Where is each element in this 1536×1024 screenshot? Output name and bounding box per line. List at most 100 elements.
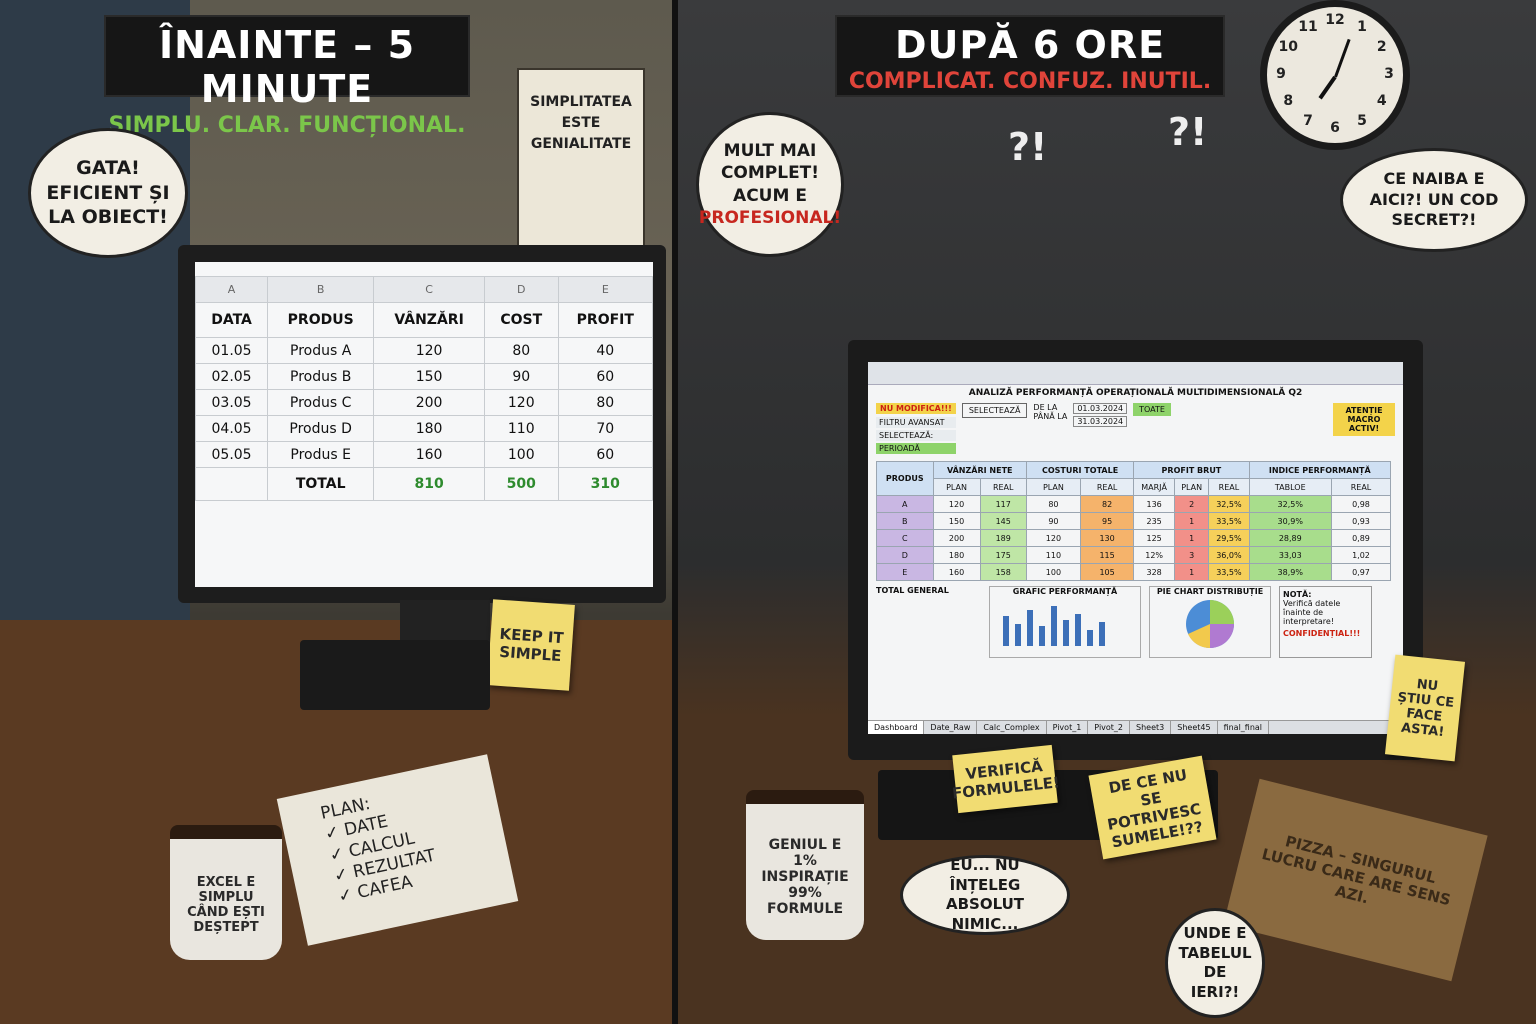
subheader-cell: PLAN — [1025, 478, 1081, 496]
subheader-cell: REAL — [1208, 478, 1250, 496]
cell: 200 — [373, 389, 485, 416]
column-letter: C — [373, 276, 485, 303]
sticky-note: VERIFICĂ FORMULELE! — [951, 744, 1061, 814]
subtitle: SIMPLU. CLAR. FUNCȚIONAL. — [108, 113, 466, 138]
header-cell: PRODUS — [267, 302, 375, 338]
chart-art — [1186, 600, 1234, 649]
subheader-row: PLAN REAL PLAN REAL MARJĂ PLAN REAL TABLOE REAL — [876, 478, 1392, 496]
total-cell: TOTAL — [267, 467, 375, 501]
exclamation: ?! — [1168, 110, 1208, 154]
cell: 1 — [1173, 512, 1210, 530]
sticky-note: KEEP IT SIMPLE — [487, 599, 575, 691]
note: NOTĂ: Verifică datele înainte de interpr… — [1279, 586, 1372, 658]
cell: 175 — [979, 546, 1027, 564]
cell: 82 — [1079, 495, 1135, 513]
cell: 12% — [1133, 546, 1175, 564]
total-cell: 500 — [483, 467, 559, 501]
clock-numeral: 4 — [1376, 93, 1387, 109]
cell: 70 — [557, 415, 653, 442]
cell: 60 — [557, 363, 653, 390]
header-cell: DATA — [195, 302, 269, 338]
sheet-tab: Dashboard — [868, 721, 925, 734]
sticky-note: DE CE NU SE POTRIVESC SUMELE!?? — [1088, 755, 1217, 860]
cell: 160 — [932, 563, 981, 581]
subheader-cell: MARJĂ — [1133, 478, 1175, 496]
left-panel: ÎNAINTE – 5 MINUTE SIMPLU. CLAR. FUNCȚIO… — [0, 0, 672, 1024]
cell: Produs A — [267, 337, 375, 364]
sticky-note: NU ȘTIU CE FACE ASTA! — [1384, 654, 1466, 762]
cell: 100 — [483, 441, 559, 468]
total-cell: 810 — [373, 467, 485, 501]
column-letter: E — [557, 276, 653, 303]
mug: EXCEL E SIMPLU CÂND EȘTI DEȘTEPT — [170, 825, 282, 960]
cell: 0,93 — [1330, 512, 1392, 530]
cell: 180 — [373, 415, 485, 442]
total-label: TOTAL GENERAL — [876, 586, 949, 595]
header-cell: VÂNZĂRI — [373, 302, 485, 338]
cell: 90 — [483, 363, 559, 390]
speech-bubble: EU... NU ÎNȚELEG ABSOLUT NIMIC... — [900, 855, 1070, 935]
cell: E — [876, 563, 934, 581]
cell: 235 — [1133, 512, 1175, 530]
cell: 32,5% — [1208, 495, 1250, 513]
cell: 30,9% — [1248, 512, 1332, 530]
sheet-tab: final_final — [1217, 721, 1270, 734]
cell: Produs C — [267, 389, 375, 416]
cell: 32,5% — [1248, 495, 1332, 513]
sheet-table: PRODUS VÂNZĂRI NETE COSTURI TOTALE PROFIT B… — [876, 461, 1392, 581]
column-letter: B — [267, 276, 375, 303]
subheader-cell: REAL — [1330, 478, 1392, 496]
filters: NU MODIFICA!!! FILTRU AVANSAT SELECTEAZĂ:… — [876, 403, 956, 456]
keyboard — [300, 640, 490, 710]
spreadsheet: ANALIZĂ PERFORMANȚĂ OPERAȚIONALĂ MULTIDI… — [868, 362, 1403, 734]
sheet-table: A B C D E DATA PRODUS VÂNZĂRI COST PROFIT 01.05 Pro… — [195, 276, 653, 501]
cell: 105 — [1079, 563, 1135, 581]
cell: 80 — [483, 337, 559, 364]
cell: 04.05 — [195, 415, 269, 442]
sheet-tab: Sheet45 — [1171, 721, 1218, 734]
cell: 120 — [483, 389, 559, 416]
cell: 145 — [979, 512, 1027, 530]
toolbar — [868, 362, 1403, 385]
cell: 1,02 — [1330, 546, 1392, 564]
cell: 115 — [1079, 546, 1135, 564]
poster: SIMPLITATEA ESTE GENIALITATE — [517, 68, 645, 260]
cell: 100 — [1025, 563, 1081, 581]
data-row: 04.05 Produs D 180 110 70 — [195, 415, 653, 442]
note-text: Verifică datele înainte de interpretare! — [1283, 599, 1341, 626]
cell: 95 — [1079, 512, 1135, 530]
warning: NU MODIFICA!!! — [876, 403, 956, 414]
cell: 05.05 — [195, 441, 269, 468]
cell: 28,89 — [1248, 529, 1332, 547]
right-panel: DUPĂ 6 ORE COMPLICAT. CONFUZ. INUTIL. 12… — [678, 0, 1536, 1024]
cell: 158 — [979, 563, 1027, 581]
exclamation: ?! — [1008, 125, 1048, 169]
cell: 120 — [373, 337, 485, 364]
cell: 80 — [557, 389, 653, 416]
cell: D — [876, 546, 934, 564]
cell: 33,5% — [1208, 512, 1250, 530]
cell — [195, 467, 269, 501]
cell: B — [876, 512, 934, 530]
data-row: 01.05 Produs A 120 80 40 — [195, 337, 653, 364]
subheader-cell: REAL — [979, 478, 1027, 496]
bottom-row: TOTAL GENERAL GRAFIC PERFORMANȚĂ PIE CHA… — [868, 584, 1403, 660]
cell: 110 — [1025, 546, 1081, 564]
cell: 120 — [1025, 529, 1081, 547]
clock-numeral: 10 — [1278, 39, 1298, 55]
total-cell: 310 — [557, 467, 653, 501]
cell: 33,03 — [1248, 546, 1332, 564]
sheet-tab: Calc_Complex — [977, 721, 1047, 734]
bubble-text: MULT MAI COMPLET! ACUM E PROFESIONAL! — [699, 140, 841, 228]
chart-title: GRAFIC PERFORMANȚĂ — [1012, 587, 1118, 596]
column-letter: D — [483, 276, 559, 303]
data-row: D 180 175 110 115 12% 3 36,0% 33,03 1,02 — [876, 546, 1392, 564]
group-header: PROFIT BRUT — [1133, 461, 1250, 479]
title-box: DUPĂ 6 ORE COMPLICAT. CONFUZ. INUTIL. — [835, 15, 1225, 97]
speech-bubble: GATA! EFICIENT ȘI LA OBIECT! — [28, 128, 188, 258]
subheader-cell: TABLOE — [1248, 478, 1332, 496]
clock-numeral: 3 — [1384, 66, 1394, 82]
bubble-line: MULT MAI COMPLET! ACUM E — [720, 141, 820, 206]
